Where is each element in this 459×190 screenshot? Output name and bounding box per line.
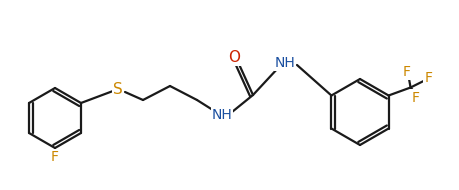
- Text: F: F: [402, 64, 410, 78]
- Text: F: F: [411, 90, 419, 105]
- Text: NH: NH: [211, 108, 232, 122]
- Text: S: S: [113, 82, 123, 97]
- Text: F: F: [424, 70, 431, 85]
- Text: NH: NH: [274, 56, 295, 70]
- Text: F: F: [51, 150, 59, 164]
- Text: O: O: [228, 50, 240, 64]
